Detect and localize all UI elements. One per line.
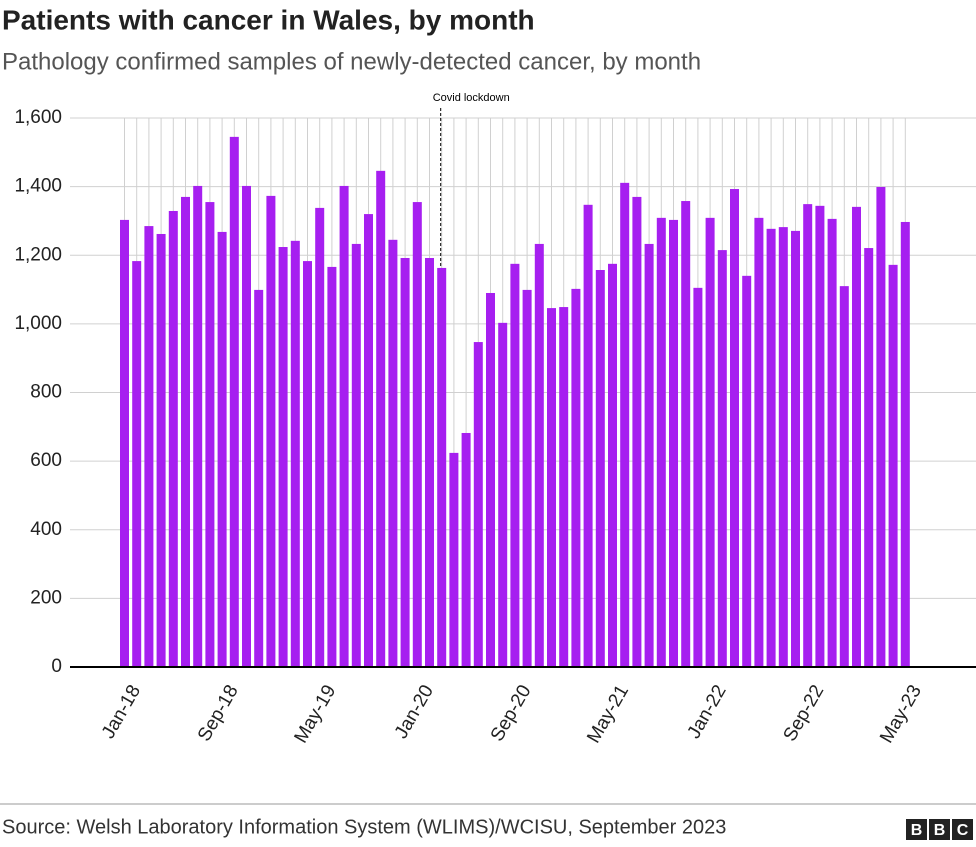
bar xyxy=(193,185,203,667)
annotation: Covid lockdown xyxy=(433,92,510,104)
bar xyxy=(559,307,569,667)
y-tick-label: 800 xyxy=(30,382,62,403)
bar xyxy=(815,205,825,667)
bar xyxy=(534,243,544,667)
bar xyxy=(303,261,312,667)
bar xyxy=(583,204,593,668)
logo-letter: C xyxy=(957,822,969,839)
bar xyxy=(522,289,532,667)
logo-letter: B xyxy=(934,822,946,839)
bar xyxy=(437,267,447,667)
x-tick-label: Sep-18 xyxy=(194,682,243,746)
bar xyxy=(498,322,508,667)
chart-subtitle: Pathology confirmed samples of newly-det… xyxy=(2,48,701,75)
bar xyxy=(632,196,642,667)
bar xyxy=(754,217,764,668)
bar xyxy=(205,202,215,668)
logo: B B C xyxy=(906,819,973,840)
bar xyxy=(656,217,666,668)
bar xyxy=(229,136,239,667)
bar xyxy=(388,239,398,667)
y-tick-label: 1,200 xyxy=(14,244,62,265)
chart-title: Patients with cancer in Wales, by month xyxy=(2,4,535,35)
bar xyxy=(717,250,727,667)
bar xyxy=(144,226,154,667)
bar xyxy=(449,452,459,667)
logo-block xyxy=(906,819,927,840)
y-tick-label: 0 xyxy=(51,656,62,677)
bar xyxy=(278,247,288,667)
bar xyxy=(290,240,300,667)
x-tick-label: Jan-20 xyxy=(391,682,438,743)
bar xyxy=(510,263,520,667)
x-tick-label: Jan-18 xyxy=(98,682,145,743)
logo-block xyxy=(929,819,950,840)
bar xyxy=(181,196,190,667)
bar xyxy=(876,186,886,667)
bar xyxy=(327,266,337,667)
bar xyxy=(156,233,166,667)
x-tick-label: May-19 xyxy=(291,682,341,747)
bar xyxy=(547,308,556,667)
bar xyxy=(376,170,386,667)
x-tick-label: Sep-22 xyxy=(780,682,829,746)
bar xyxy=(400,257,410,667)
x-tick-label: May-23 xyxy=(876,682,926,747)
bar xyxy=(473,342,483,667)
bar xyxy=(778,227,788,667)
bar xyxy=(132,261,142,667)
bar xyxy=(681,201,691,667)
x-tick-label: May-21 xyxy=(583,682,633,747)
bar xyxy=(364,214,373,667)
bar xyxy=(266,195,276,667)
bar xyxy=(888,264,898,667)
bar xyxy=(412,202,422,668)
y-tick-label: 600 xyxy=(30,450,62,471)
bar xyxy=(595,270,605,667)
bar xyxy=(827,218,837,667)
bar xyxy=(571,288,581,667)
bar xyxy=(900,221,910,668)
bar xyxy=(669,219,678,667)
bar xyxy=(315,207,325,667)
bar xyxy=(852,206,861,667)
bar xyxy=(168,210,178,667)
logo-letter: B xyxy=(911,822,923,839)
bar xyxy=(803,204,813,667)
bar xyxy=(120,219,129,667)
source: Source: Welsh Laboratory Information Sys… xyxy=(2,816,726,838)
bar xyxy=(351,243,361,667)
bar xyxy=(644,243,654,667)
bar xyxy=(839,286,849,667)
y-tick-label: 400 xyxy=(30,519,62,540)
bar xyxy=(608,263,617,667)
bar xyxy=(864,248,874,667)
bar xyxy=(791,230,800,667)
y-tick-label: 200 xyxy=(30,587,62,608)
bar xyxy=(254,289,264,667)
bar xyxy=(705,217,715,668)
bar xyxy=(730,189,739,668)
bar xyxy=(693,287,703,667)
bar xyxy=(217,231,227,668)
y-tick-label: 1,400 xyxy=(14,176,62,197)
bar xyxy=(461,432,471,667)
bar xyxy=(242,185,251,667)
logo-block xyxy=(952,819,973,840)
bar xyxy=(425,257,434,667)
bar xyxy=(620,182,630,667)
bar xyxy=(766,228,776,667)
bar xyxy=(339,185,349,667)
y-tick-label: 1,600 xyxy=(14,107,62,128)
bar xyxy=(486,292,495,667)
bar xyxy=(742,275,752,667)
x-tick-label: Jan-22 xyxy=(684,682,731,743)
y-tick-label: 1,000 xyxy=(14,313,62,334)
x-tick-label: Sep-20 xyxy=(487,682,536,746)
